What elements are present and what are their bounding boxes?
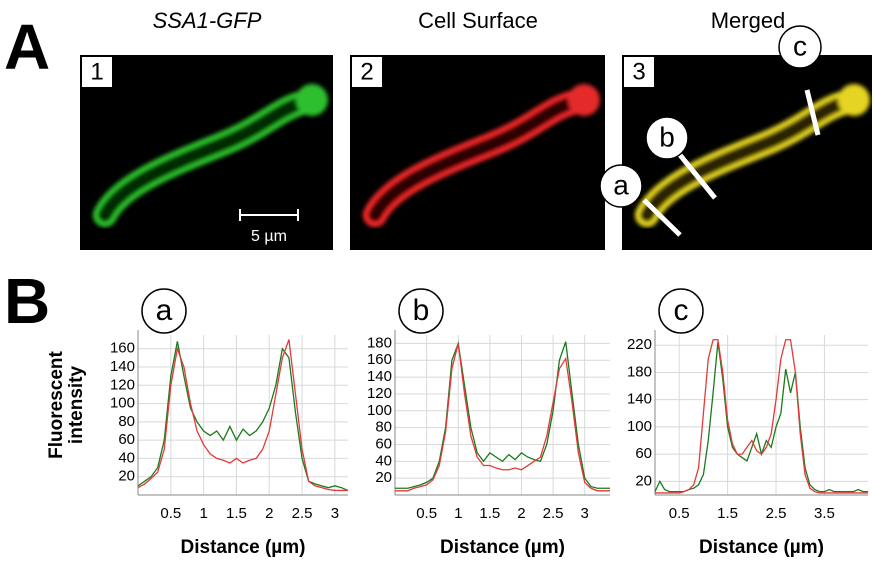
image-1: 1 5 µm xyxy=(80,55,333,250)
plot-area xyxy=(138,335,348,495)
x-tick-label: 1.5 xyxy=(717,505,738,522)
title-circle xyxy=(141,288,187,334)
x-tick-label: 1.5 xyxy=(226,505,247,522)
x-axis-label: Distance (µm) xyxy=(181,537,306,558)
y-tick-label: 40 xyxy=(118,449,135,466)
y-tick-label: 140 xyxy=(367,368,392,385)
data-line xyxy=(137,339,348,492)
data-line xyxy=(655,339,868,494)
y-tick-label: 180 xyxy=(367,334,392,351)
x-tick-label: 2.5 xyxy=(766,505,787,522)
y-tick-label: 60 xyxy=(375,435,392,452)
image-title: SSA1-GFP xyxy=(153,8,262,33)
y-axis-label: Fluorescent intensity xyxy=(46,351,87,459)
x-tick-label: 3.5 xyxy=(814,505,835,522)
x-axis-label: Distance (µm) xyxy=(699,537,824,558)
y-tick-label: 20 xyxy=(635,472,652,489)
y-tick-label: 120 xyxy=(367,385,392,402)
x-tick-label: 2.5 xyxy=(543,505,564,522)
panel-label: A xyxy=(4,11,50,83)
line-marker: a xyxy=(613,169,629,200)
x-tick-label: 0.5 xyxy=(669,505,690,522)
line-marker: c xyxy=(793,30,807,61)
data-line xyxy=(137,341,349,492)
y-tick-label: 20 xyxy=(375,469,392,486)
line-marker: b xyxy=(659,121,675,152)
y-tick-label: 40 xyxy=(375,452,392,469)
chart-title: a xyxy=(156,294,173,327)
data-line xyxy=(395,340,610,489)
plot-area xyxy=(395,335,610,495)
scale-bar-label: 5 µm xyxy=(251,228,287,245)
x-tick-label: 1 xyxy=(199,505,207,522)
data-line xyxy=(395,343,610,492)
x-tick-label: 2.5 xyxy=(292,505,313,522)
plot-area xyxy=(655,335,868,495)
y-tick-label: 220 xyxy=(627,336,652,353)
x-tick-label: 2 xyxy=(265,505,273,522)
x-tick-label: 3 xyxy=(581,505,589,522)
y-tick-label: 140 xyxy=(627,391,652,408)
x-axis-label: Distance (µm) xyxy=(440,537,565,558)
y-tick-label: 60 xyxy=(635,445,652,462)
y-tick-label: 120 xyxy=(110,376,135,393)
x-tick-label: 2 xyxy=(517,505,525,522)
y-tick-label: 80 xyxy=(118,413,135,430)
x-tick-label: 0.5 xyxy=(160,505,181,522)
x-tick-label: 0.5 xyxy=(416,505,437,522)
chart-title: c xyxy=(674,294,689,327)
image-number: 3 xyxy=(632,58,645,85)
y-tick-label: 100 xyxy=(367,402,392,419)
image-number: 2 xyxy=(360,58,373,85)
y-tick-label: 140 xyxy=(110,358,135,375)
image-2: 2 xyxy=(350,55,605,250)
x-tick-label: 1.5 xyxy=(479,505,500,522)
y-tick-label: 100 xyxy=(627,418,652,435)
y-tick-label: 160 xyxy=(367,351,392,368)
y-tick-label: 180 xyxy=(627,363,652,380)
x-tick-label: 1 xyxy=(454,505,462,522)
x-tick-label: 3 xyxy=(331,505,339,522)
y-tick-label: 80 xyxy=(375,419,392,436)
image-number: 1 xyxy=(90,58,103,85)
y-tick-label: 160 xyxy=(110,340,135,357)
title-circle xyxy=(658,288,704,334)
panel-label: B xyxy=(4,265,50,337)
image-title: Cell Surface xyxy=(418,8,538,33)
y-tick-label: 100 xyxy=(110,395,135,412)
chart-title: b xyxy=(413,294,430,327)
image-title: Merged xyxy=(711,8,786,33)
y-tick-label: 60 xyxy=(118,431,135,448)
title-circle xyxy=(398,288,444,334)
y-tick-label: 20 xyxy=(118,468,135,485)
